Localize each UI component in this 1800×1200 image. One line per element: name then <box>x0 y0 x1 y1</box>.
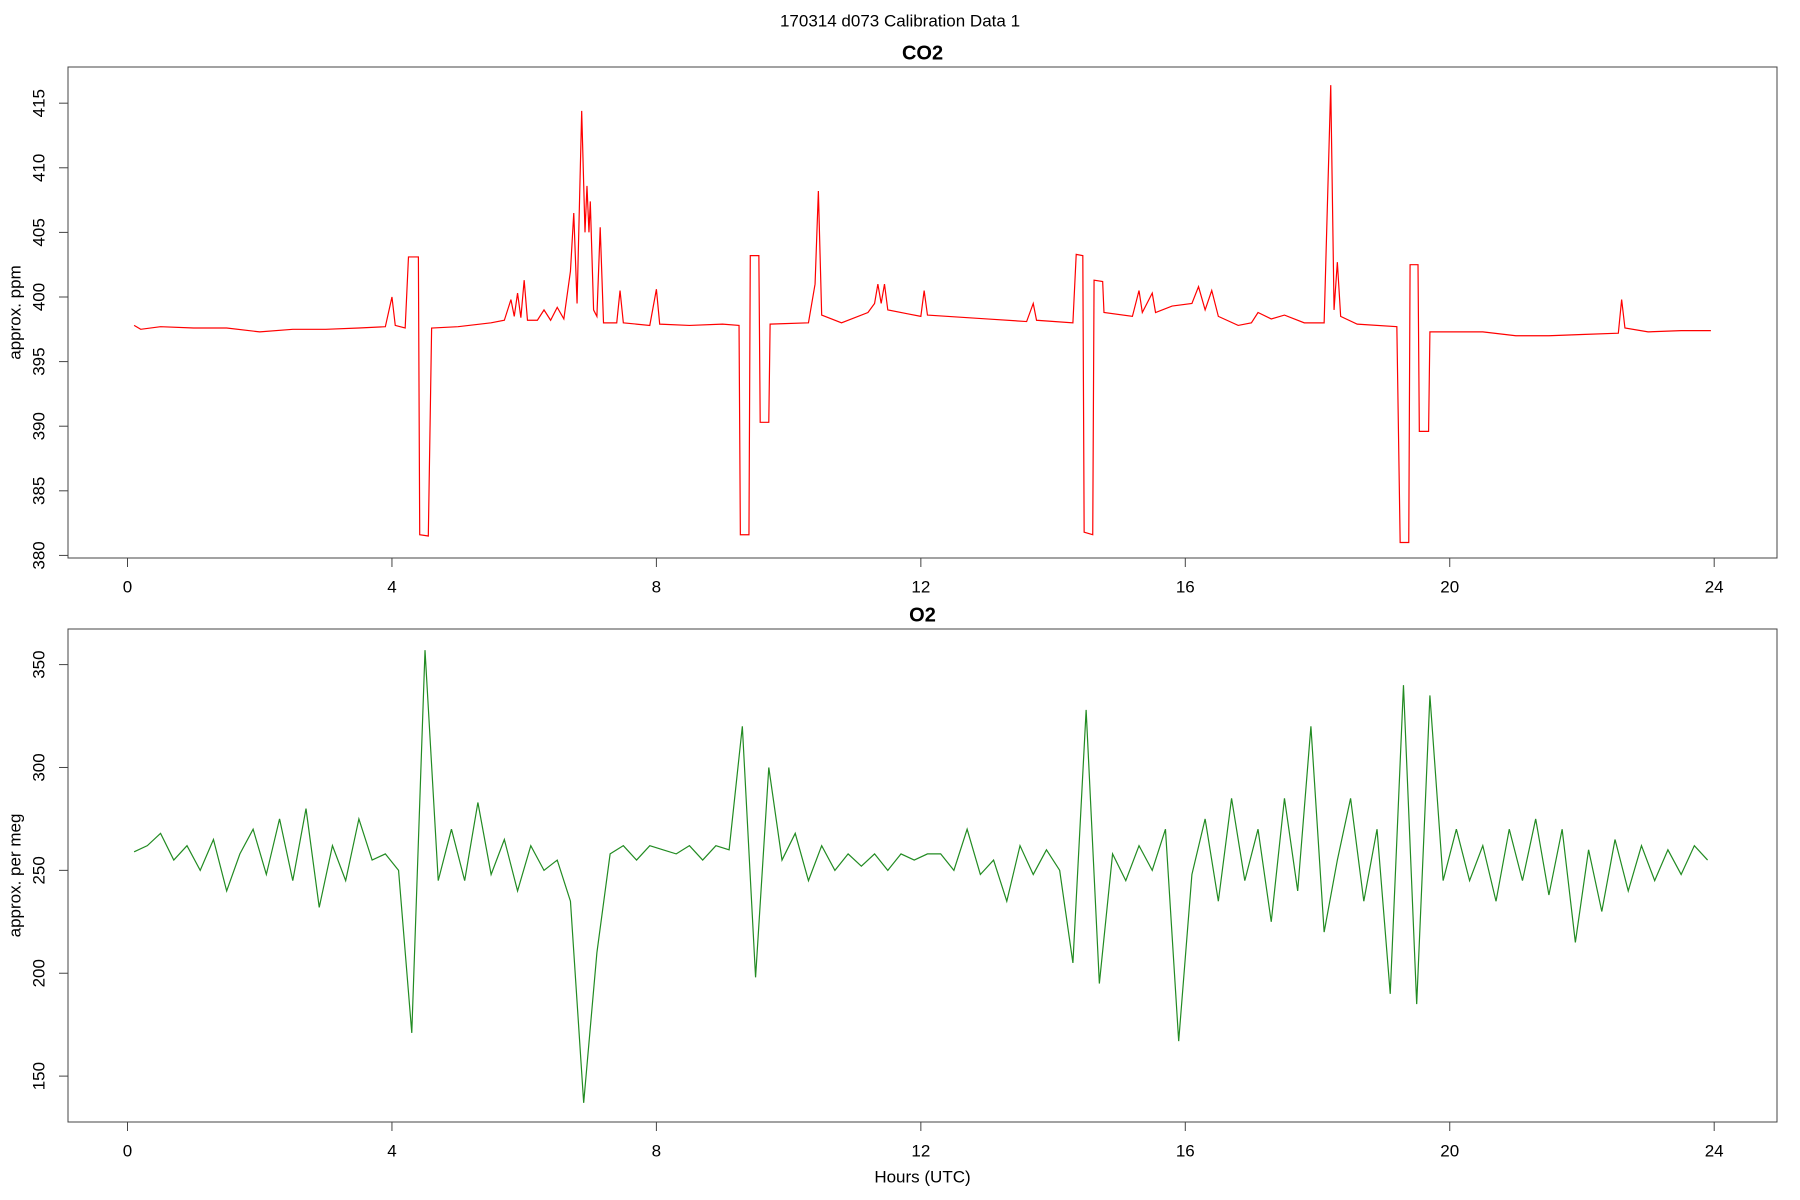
x-tick-label: 20 <box>1440 577 1459 596</box>
y-tick-label: 200 <box>29 959 48 987</box>
x-tick-label: 24 <box>1705 577 1724 596</box>
x-tick-label: 20 <box>1440 1141 1459 1160</box>
x-tick-label: 0 <box>123 1141 132 1160</box>
x-tick-label: 8 <box>652 1141 661 1160</box>
x-axis-label: Hours (UTC) <box>874 1167 970 1186</box>
x-tick-label: 0 <box>123 577 132 596</box>
y-tick-label: 415 <box>29 89 48 117</box>
x-tick-label: 8 <box>652 577 661 596</box>
figure-title: 170314 d073 Calibration Data 1 <box>780 11 1020 30</box>
y-tick-label: 300 <box>29 753 48 781</box>
y-tick-label: 385 <box>29 477 48 505</box>
plot-frame <box>67 628 1778 1123</box>
data-line <box>133 85 1711 544</box>
y-tick-label: 390 <box>29 412 48 440</box>
y-tick-label: 350 <box>29 650 48 678</box>
y-tick-label: 380 <box>29 541 48 569</box>
x-tick-label: 12 <box>911 1141 930 1160</box>
y-tick-label: 405 <box>29 218 48 246</box>
x-tick-label: 16 <box>1176 577 1195 596</box>
y-tick-label: 250 <box>29 856 48 884</box>
y-tick-label: 410 <box>29 154 48 182</box>
x-tick-label: 12 <box>911 577 930 596</box>
y-tick-label: 395 <box>29 347 48 375</box>
x-tick-label: 24 <box>1705 1141 1724 1160</box>
x-tick-label: 4 <box>387 577 396 596</box>
plot-frame <box>67 66 1778 559</box>
y-axis-label: approx. ppm <box>5 265 24 360</box>
x-tick-label: 4 <box>387 1141 396 1160</box>
x-tick-label: 16 <box>1176 1141 1195 1160</box>
y-tick-label: 150 <box>29 1062 48 1090</box>
y-tick-label: 400 <box>29 283 48 311</box>
panel-title: CO2 <box>902 42 943 64</box>
panel-title: O2 <box>909 604 936 626</box>
data-line <box>133 650 1709 1103</box>
y-axis-label: approx. per meg <box>5 814 24 938</box>
